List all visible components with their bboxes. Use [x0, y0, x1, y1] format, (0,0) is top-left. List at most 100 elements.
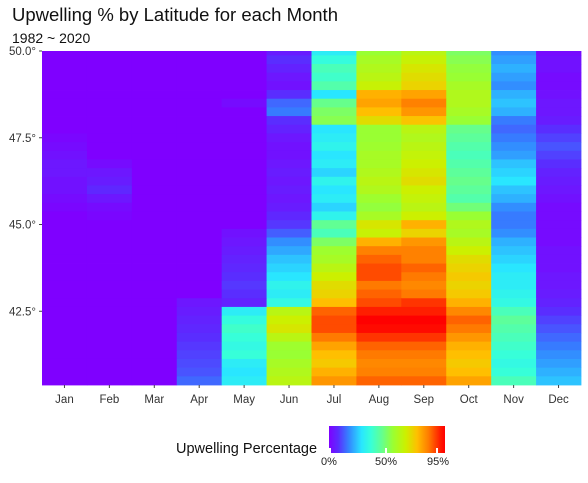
- heatmap-cell: [536, 150, 582, 160]
- heatmap-cell: [42, 220, 88, 230]
- heatmap-cell: [491, 72, 537, 82]
- heatmap-cell: [536, 168, 582, 178]
- heatmap-cell: [131, 55, 178, 65]
- heatmap-cell: [221, 254, 267, 264]
- heatmap-cell: [311, 168, 357, 178]
- heatmap-cell: [446, 263, 492, 273]
- heatmap-cell: [311, 55, 357, 65]
- heatmap-cell: [446, 367, 492, 377]
- heatmap-cell: [86, 315, 133, 325]
- heatmap-cell: [86, 159, 133, 169]
- heatmap-cell: [86, 124, 133, 134]
- heatmap-cell: [401, 350, 447, 360]
- heatmap-cell: [311, 263, 357, 273]
- heatmap-cell: [176, 133, 223, 143]
- heatmap-cell: [266, 350, 312, 360]
- heatmap-cell: [446, 124, 492, 134]
- heatmap-cell: [491, 263, 537, 273]
- heatmap-cell: [131, 90, 178, 100]
- heatmap-cell: [401, 185, 447, 195]
- heatmap-cell: [401, 220, 447, 230]
- heatmap-cell: [491, 176, 537, 186]
- heatmap-cell: [446, 272, 492, 282]
- heatmap-cell: [536, 220, 582, 230]
- heatmap-cell: [131, 246, 178, 256]
- heatmap-cell: [446, 376, 492, 386]
- heatmap-cell: [311, 376, 357, 386]
- heatmap-cell: [176, 263, 223, 273]
- heatmap-cell: [536, 272, 582, 282]
- heatmap-cell: [86, 150, 133, 160]
- heatmap-cell: [491, 341, 537, 351]
- heatmap-cell: [221, 51, 267, 56]
- heatmap-cell: [491, 51, 537, 56]
- heatmap-cell: [176, 211, 223, 221]
- heatmap-cell: [356, 81, 402, 91]
- heatmap-cell: [131, 72, 178, 82]
- heatmap-cell: [176, 220, 223, 230]
- heatmap-cell: [131, 168, 178, 178]
- heatmap-cell: [221, 142, 267, 152]
- legend-label-95: 95%: [426, 456, 450, 468]
- legend-label-0: 0%: [321, 456, 337, 468]
- heatmap-cell: [221, 376, 267, 386]
- x-tick-label: Apr: [190, 394, 208, 406]
- heatmap-cell: [446, 228, 492, 238]
- heatmap-cell: [266, 376, 312, 386]
- heatmap-cell: [131, 107, 178, 117]
- heatmap-cell: [221, 81, 267, 91]
- heatmap-cell: [356, 306, 402, 316]
- heatmap-cell: [176, 246, 223, 256]
- heatmap-cell: [401, 315, 447, 325]
- heatmap-cell: [221, 272, 267, 282]
- heatmap-cell: [221, 72, 267, 82]
- heatmap-cell: [401, 107, 447, 117]
- heatmap-cell: [131, 211, 178, 221]
- x-tick-label: Nov: [503, 394, 524, 406]
- heatmap-cell: [536, 263, 582, 273]
- heatmap-cell: [356, 133, 402, 143]
- heatmap-cell: [401, 142, 447, 152]
- heatmap-cell: [401, 246, 447, 256]
- heatmap-cell: [176, 298, 223, 308]
- legend-tick-50: [385, 448, 387, 453]
- heatmap-cell: [266, 367, 312, 377]
- heatmap-cell: [311, 90, 357, 100]
- heatmap-cell: [401, 280, 447, 290]
- heatmap-cell: [131, 142, 178, 152]
- x-tick-label: Jul: [327, 394, 342, 406]
- heatmap-cell: [536, 159, 582, 169]
- heatmap-cell: [356, 150, 402, 160]
- heatmap-cell: [491, 228, 537, 238]
- heatmap-cell: [221, 116, 267, 126]
- heatmap-cell: [221, 350, 267, 360]
- heatmap-cell: [536, 332, 582, 343]
- heatmap-cell: [536, 228, 582, 238]
- heatmap-cell: [42, 159, 88, 169]
- heatmap-cell: [221, 194, 267, 204]
- heatmap-cell: [536, 98, 582, 108]
- heatmap-cell: [311, 142, 357, 152]
- heatmap-cell: [221, 298, 267, 308]
- heatmap-cell: [42, 81, 88, 91]
- heatmap-cell: [356, 350, 402, 360]
- heatmap-cell: [491, 324, 537, 334]
- heatmap-cell: [221, 358, 267, 369]
- heatmap-cell: [536, 51, 582, 56]
- heatmap-cell: [491, 350, 537, 360]
- heatmap-cell: [86, 254, 133, 264]
- heatmap-cell: [86, 350, 133, 360]
- heatmap-cell: [176, 289, 223, 299]
- heatmap-cell: [176, 124, 223, 134]
- heatmap-cell: [176, 315, 223, 325]
- x-tick-label: May: [233, 394, 255, 406]
- heatmap-cell: [176, 350, 223, 360]
- heatmap-cell: [221, 185, 267, 195]
- heatmap-cell: [221, 289, 267, 299]
- heatmap-cell: [356, 341, 402, 351]
- heatmap-cell: [311, 289, 357, 299]
- legend-label-50: 50%: [374, 456, 398, 468]
- heatmap-cell: [356, 202, 402, 212]
- heatmap-cell: [311, 358, 357, 369]
- heatmap-cell: [42, 350, 88, 360]
